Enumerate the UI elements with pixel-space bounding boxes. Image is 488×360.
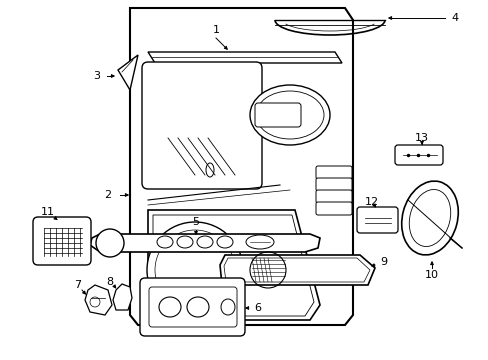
Text: 11: 11 (41, 207, 55, 217)
Text: 13: 13 (414, 133, 428, 143)
FancyBboxPatch shape (140, 278, 244, 336)
Ellipse shape (256, 91, 324, 139)
Text: 7: 7 (74, 280, 81, 290)
Text: 3: 3 (93, 71, 101, 81)
FancyBboxPatch shape (142, 62, 262, 189)
Text: 12: 12 (364, 197, 378, 207)
Text: 5: 5 (192, 217, 199, 227)
FancyBboxPatch shape (315, 202, 351, 215)
Text: 6: 6 (254, 303, 261, 313)
FancyBboxPatch shape (315, 190, 351, 203)
Ellipse shape (249, 85, 329, 145)
Text: 10: 10 (424, 270, 438, 280)
FancyBboxPatch shape (315, 166, 351, 179)
Polygon shape (90, 234, 319, 252)
Ellipse shape (221, 299, 235, 315)
FancyBboxPatch shape (394, 145, 442, 165)
FancyBboxPatch shape (33, 217, 91, 265)
Text: 8: 8 (106, 277, 113, 287)
Polygon shape (118, 55, 138, 90)
Ellipse shape (186, 297, 208, 317)
Text: 4: 4 (450, 13, 458, 23)
FancyBboxPatch shape (315, 178, 351, 191)
Polygon shape (85, 285, 112, 315)
Circle shape (96, 229, 124, 257)
Circle shape (147, 222, 243, 318)
Polygon shape (148, 52, 341, 63)
Text: 1: 1 (212, 25, 219, 35)
FancyBboxPatch shape (149, 287, 237, 327)
Text: 9: 9 (380, 257, 387, 267)
Text: 2: 2 (104, 190, 111, 200)
Polygon shape (220, 255, 374, 285)
FancyBboxPatch shape (254, 103, 301, 127)
Ellipse shape (159, 297, 181, 317)
Polygon shape (113, 284, 132, 310)
Polygon shape (148, 210, 319, 320)
FancyBboxPatch shape (356, 207, 397, 233)
